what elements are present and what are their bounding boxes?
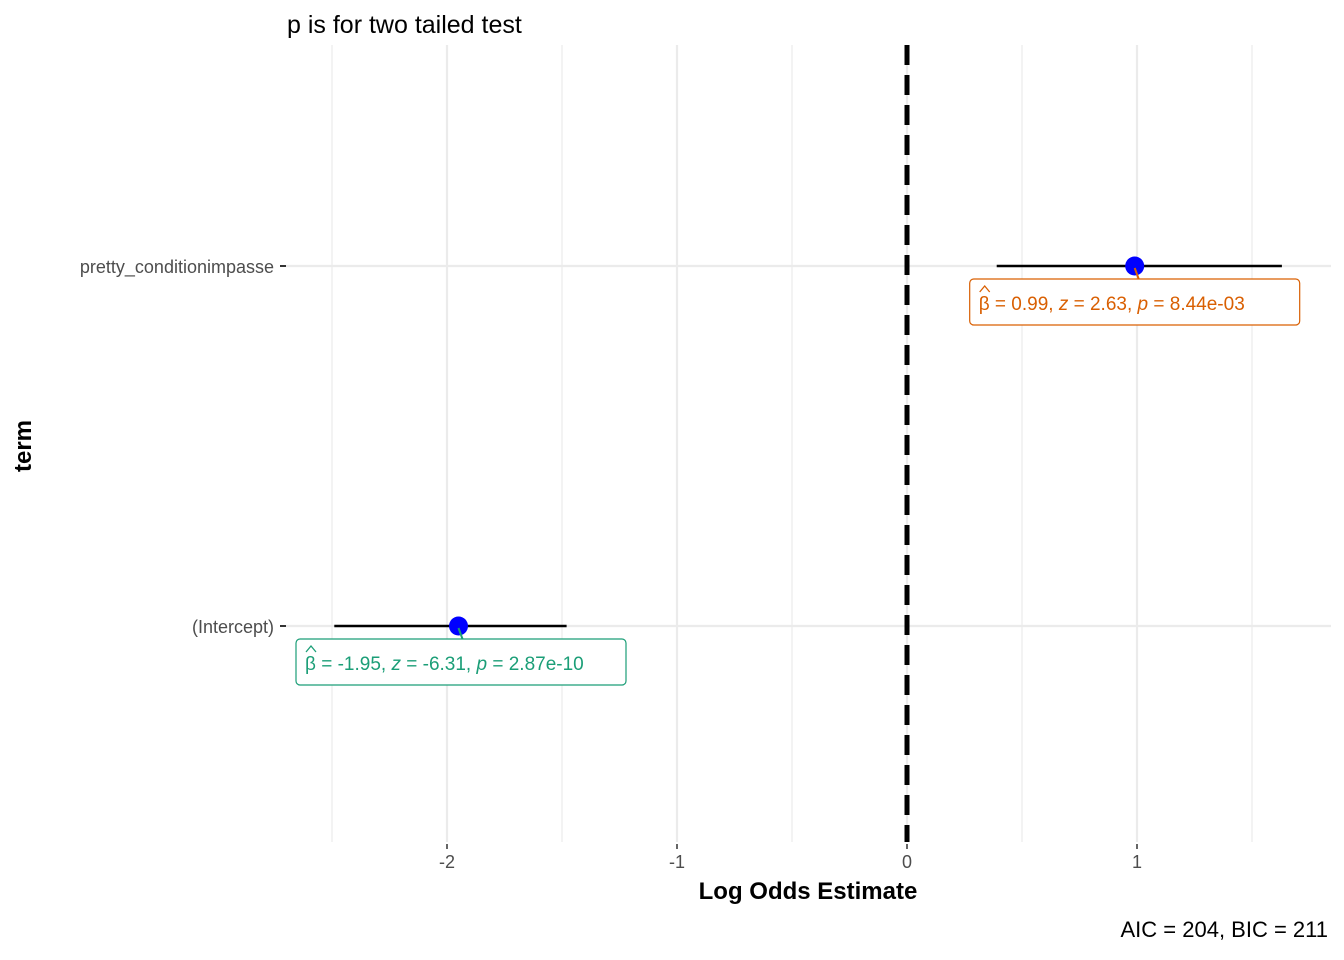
- x-tick-label: 0: [902, 852, 912, 872]
- estimates: [334, 256, 1282, 636]
- beta-hat: [979, 284, 991, 293]
- x-axis-title: Log Odds Estimate: [699, 878, 918, 905]
- beta-hat: [305, 644, 317, 653]
- label-connector: [1133, 267, 1140, 280]
- estimate-label: β = -1.95, z = -6.31, p = 2.87e-10: [295, 627, 627, 686]
- label-connector: [457, 627, 464, 640]
- x-tick-label: -1: [669, 852, 685, 872]
- label-text: β = 0.99, z = 2.63, p = 8.44e-03: [979, 294, 1245, 315]
- label-box: [969, 278, 1301, 326]
- x-tick-label: -2: [439, 852, 455, 872]
- x-axis: -2 -1 0 1: [439, 844, 1142, 872]
- estimate-label: β = 0.99, z = 2.63, p = 8.44e-03: [969, 267, 1301, 326]
- estimate-labels: β = 0.99, z = 2.63, p = 8.44e-03 β = -1.9…: [295, 267, 1301, 686]
- label-box: [295, 638, 627, 686]
- x-tick-label: 1: [1132, 852, 1142, 872]
- estimate-point: [449, 616, 468, 636]
- y-tick-label: (Intercept): [192, 617, 274, 637]
- y-tick-label: pretty_conditionimpasse: [80, 257, 274, 278]
- y-axis: pretty_conditionimpasse (Intercept): [80, 257, 286, 637]
- chart-subtitle: p is for two tailed test: [287, 11, 522, 39]
- estimate-point: [1125, 256, 1145, 276]
- y-axis-title: term: [10, 420, 37, 472]
- model-fit-caption: AIC = 204, BIC = 211: [1121, 917, 1329, 942]
- grid-lines: [286, 45, 1331, 842]
- label-text: β = -1.95, z = -6.31, p = 2.87e-10: [305, 654, 584, 675]
